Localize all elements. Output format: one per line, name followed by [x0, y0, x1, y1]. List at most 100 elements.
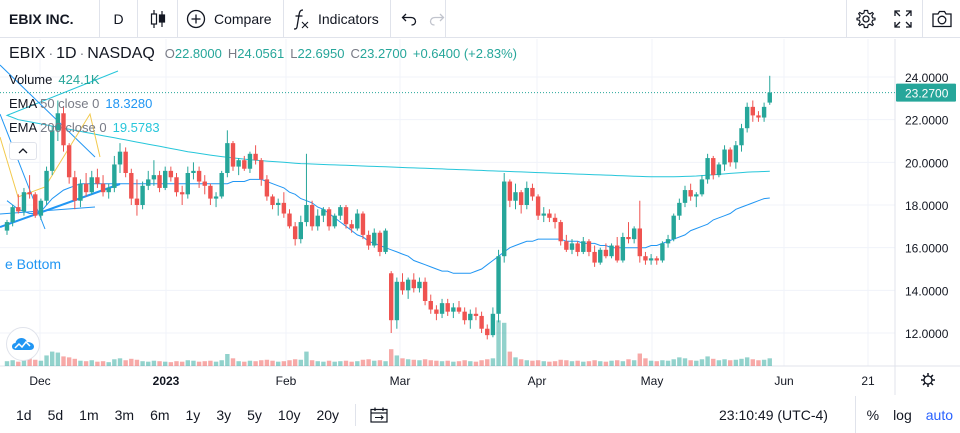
legend-close: 23.2700 — [359, 46, 407, 61]
candle-body — [304, 205, 309, 223]
candle-body — [535, 196, 541, 216]
range-6m[interactable]: 6m — [150, 406, 170, 423]
volume-bar — [27, 358, 32, 366]
volume-bar — [648, 360, 654, 366]
volume-bar — [78, 360, 83, 366]
price-tick-label: 24.0000 — [905, 71, 949, 85]
percent-scale-button[interactable]: % — [866, 406, 880, 423]
candle-body — [750, 106, 755, 116]
legend-collapse-button[interactable] — [9, 142, 37, 160]
screenshot-button[interactable] — [922, 0, 960, 38]
log-scale-button[interactable]: log — [893, 406, 912, 423]
tradingview-logo-button[interactable] — [6, 327, 40, 361]
candle-body — [321, 209, 326, 216]
volume-bar — [496, 320, 501, 366]
volume-bar — [479, 360, 484, 366]
candle-body — [603, 249, 609, 257]
range-20y[interactable]: 20y — [316, 406, 340, 423]
candle-body — [507, 181, 513, 201]
chart-area[interactable]: 24.0000 22.0000 20.0000 18.0000 16.0000 14.00… — [0, 39, 960, 395]
legend-ema50-label: EMA — [9, 96, 37, 111]
price-chart[interactable]: 24.0000 22.0000 20.0000 18.0000 16.0000 14.00… — [0, 39, 960, 395]
volume-bar — [631, 360, 637, 366]
candle-body — [140, 185, 145, 205]
range-1d[interactable]: 1d — [16, 406, 32, 423]
candle-body — [163, 170, 168, 188]
candle-body — [83, 183, 89, 193]
candle-body — [502, 181, 507, 257]
candle-body — [615, 245, 620, 261]
legend-ema50-params: 50 close 0 — [40, 96, 100, 111]
volume-bar — [247, 360, 253, 366]
go-to-date-button[interactable] — [355, 403, 388, 426]
volume-bar — [694, 360, 699, 366]
legend-ema50-row[interactable]: EMA 50 close 0 18.3280 — [9, 96, 152, 111]
volume-bar — [117, 358, 123, 366]
symbol-search-button[interactable]: EBIX INC. — [0, 0, 100, 38]
candle-body — [298, 222, 303, 240]
redo-icon — [429, 13, 445, 26]
volume-bar — [174, 361, 179, 366]
indicators-button[interactable]: Indicators — [284, 0, 391, 38]
range-5d[interactable]: 5d — [47, 406, 64, 423]
candle-body — [360, 213, 366, 235]
candle-body — [761, 106, 767, 118]
legend-change: +0.6400 (+2.83%) — [412, 46, 517, 61]
candle-body — [677, 202, 682, 216]
interval-button[interactable]: D — [100, 0, 138, 38]
volume-bar — [592, 360, 597, 366]
volume-bar — [202, 361, 207, 366]
time-tick-label: 21 — [861, 374, 875, 388]
range-1y[interactable]: 1y — [185, 406, 201, 423]
axis-settings-icon[interactable] — [921, 373, 935, 387]
candle-body — [44, 170, 49, 201]
volume-bar — [321, 361, 326, 366]
price-tick-label: 12.0000 — [905, 327, 949, 341]
candle-body — [400, 281, 405, 291]
compare-button[interactable]: Compare — [178, 0, 284, 38]
price-tick-label: 14.0000 — [905, 284, 949, 298]
volume-bar — [355, 361, 360, 366]
candle-body — [733, 145, 739, 163]
volume-bar — [225, 354, 230, 366]
volume-bar — [405, 359, 411, 366]
candle-body — [338, 207, 343, 216]
volume-bar — [756, 360, 761, 366]
candle-body — [699, 179, 705, 195]
volume-bar — [140, 361, 145, 366]
candle-body — [637, 228, 642, 257]
candle-body — [694, 194, 699, 197]
volume-bar — [445, 360, 450, 366]
candle-body — [33, 194, 38, 216]
fullscreen-button[interactable] — [884, 0, 922, 38]
candle-body — [117, 151, 123, 165]
range-3m[interactable]: 3m — [114, 406, 135, 423]
volume-bar — [55, 352, 61, 366]
volume-bar — [490, 358, 496, 366]
clock-timezone[interactable]: 23:10:49 (UTC-4) — [719, 407, 828, 423]
candle-body — [38, 200, 44, 216]
legend-volume-row[interactable]: Volume 424.1K — [9, 72, 100, 87]
candle-body — [451, 307, 456, 312]
range-5y[interactable]: 5y — [247, 406, 262, 423]
range-1m[interactable]: 1m — [79, 406, 99, 423]
redo-button[interactable] — [423, 0, 451, 38]
settings-button[interactable] — [846, 0, 884, 38]
auto-scale-button[interactable]: auto — [925, 406, 953, 423]
volume-bar — [21, 359, 27, 366]
range-3y[interactable]: 3y — [216, 406, 232, 423]
legend-ema200-row[interactable]: EMA 200 close 0 19.5783 — [9, 120, 160, 135]
candle-body — [157, 175, 162, 188]
range-10y[interactable]: 10y — [277, 406, 301, 423]
candle-body — [671, 215, 676, 240]
candle-body — [21, 192, 27, 212]
legend-volume-value: 424.1K — [58, 72, 100, 87]
candle-body — [236, 160, 241, 167]
chart-type-button[interactable] — [138, 0, 178, 38]
candle-body — [196, 170, 202, 182]
volume-bar — [643, 358, 648, 366]
candle-body — [264, 179, 270, 197]
candle-body — [728, 149, 733, 163]
candle-body — [309, 205, 315, 227]
undo-button[interactable] — [391, 0, 423, 38]
